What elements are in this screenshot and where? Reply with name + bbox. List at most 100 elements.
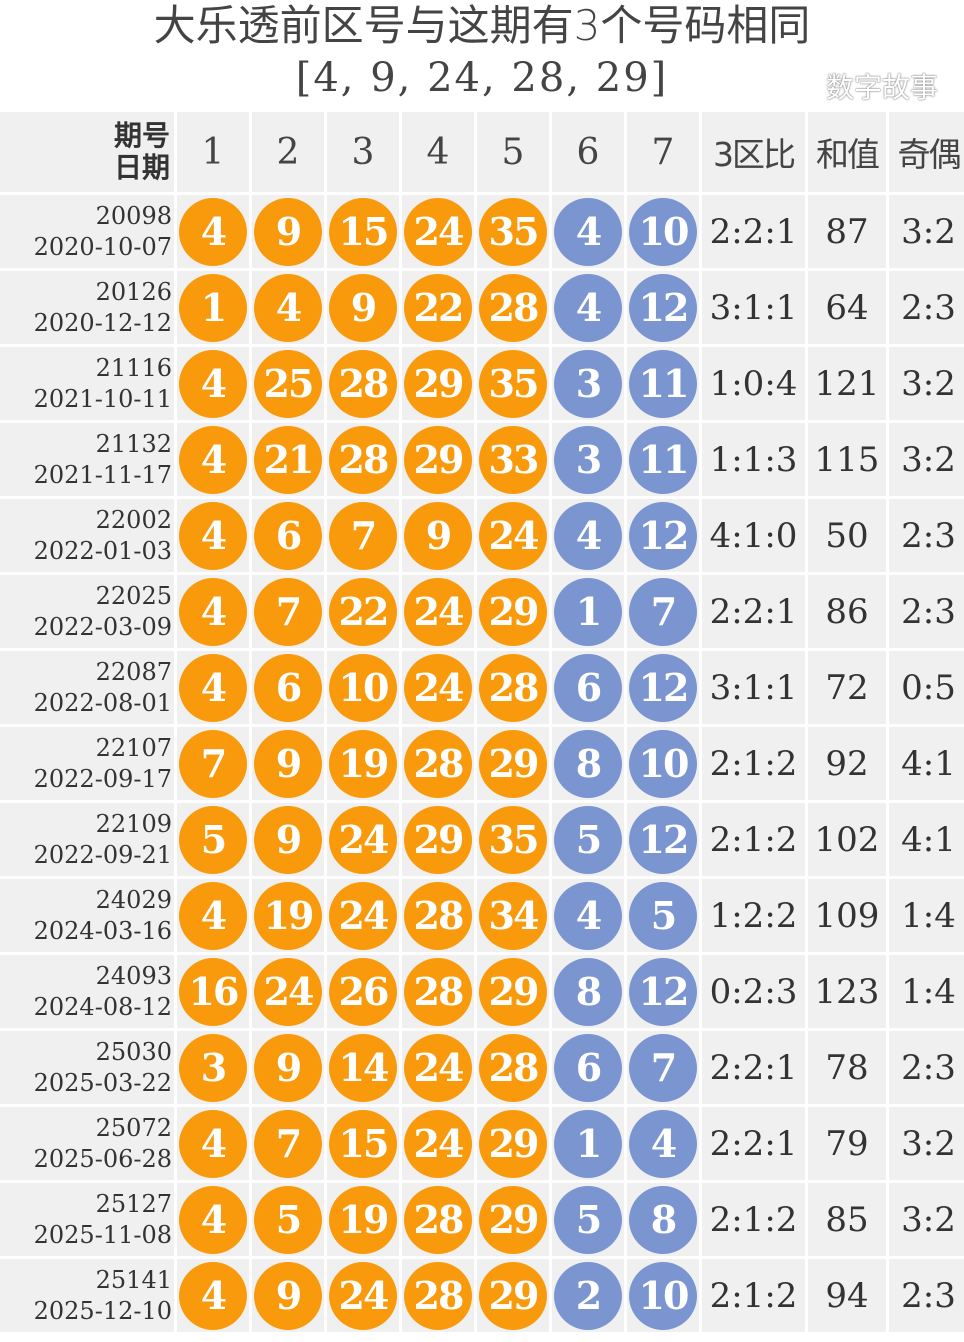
front-ball: 29	[404, 805, 472, 874]
sum-value: 123	[808, 955, 886, 1028]
period-number: 21116	[95, 353, 172, 382]
period-number: 25141	[95, 1265, 172, 1294]
ball-cell: 4	[177, 651, 249, 724]
front-ball: 24	[329, 1261, 397, 1330]
ball-cell: 4	[177, 195, 249, 268]
ball-cell: 6	[252, 499, 324, 572]
row-label: 22025 2022-03-09	[0, 575, 174, 648]
ball-cell: 8	[552, 727, 624, 800]
front-ball: 29	[404, 425, 472, 494]
ball-cell: 4	[177, 347, 249, 420]
odd-even-ratio: 1:4	[889, 879, 964, 952]
front-ball: 15	[329, 197, 397, 266]
ball-cell: 5	[552, 1183, 624, 1256]
ball-cell: 28	[402, 955, 474, 1028]
front-ball: 29	[404, 349, 472, 418]
back-ball: 3	[554, 349, 622, 418]
zone-ratio: 1:0:4	[702, 347, 805, 420]
front-ball: 28	[479, 653, 547, 722]
ball-cell: 29	[477, 575, 549, 648]
front-ball: 7	[254, 577, 322, 646]
back-ball: 5	[554, 1185, 622, 1254]
header-col-4: 4	[402, 112, 474, 192]
ball-cell: 15	[327, 1107, 399, 1180]
ball-cell: 29	[477, 1259, 549, 1332]
back-ball: 11	[629, 349, 697, 418]
row-label: 25141 2025-12-10	[0, 1259, 174, 1332]
front-ball: 9	[329, 273, 397, 342]
back-ball: 6	[554, 653, 622, 722]
back-ball: 7	[629, 577, 697, 646]
ball-cell: 10	[627, 1259, 699, 1332]
row-label: 21132 2021-11-17	[0, 423, 174, 496]
ball-cell: 19	[252, 879, 324, 952]
ball-cell: 28	[477, 1031, 549, 1104]
ball-cell: 29	[477, 1107, 549, 1180]
row-label: 21116 2021-10-11	[0, 347, 174, 420]
ball-cell: 9	[252, 195, 324, 268]
front-ball: 9	[254, 1033, 322, 1102]
zone-ratio: 2:2:1	[702, 575, 805, 648]
row-label: 20126 2020-12-12	[0, 271, 174, 344]
back-ball: 7	[629, 1033, 697, 1102]
ball-cell: 21	[252, 423, 324, 496]
row-label: 22109 2022-09-21	[0, 803, 174, 876]
ball-cell: 10	[327, 651, 399, 724]
ball-cell: 8	[627, 1183, 699, 1256]
ball-cell: 10	[627, 195, 699, 268]
ball-cell: 28	[327, 347, 399, 420]
front-ball: 29	[479, 577, 547, 646]
ball-cell: 5	[177, 803, 249, 876]
period-number: 22109	[95, 809, 172, 838]
header-col-7: 7	[627, 112, 699, 192]
ball-cell: 11	[627, 423, 699, 496]
ball-cell: 12	[627, 499, 699, 572]
front-ball: 4	[179, 425, 247, 494]
ball-cell: 24	[402, 195, 474, 268]
zone-ratio: 1:2:2	[702, 879, 805, 952]
ball-cell: 24	[252, 955, 324, 1028]
ball-cell: 25	[252, 347, 324, 420]
back-ball: 4	[554, 273, 622, 342]
zone-ratio: 2:1:2	[702, 727, 805, 800]
ball-cell: 29	[402, 803, 474, 876]
ball-cell: 2	[552, 1259, 624, 1332]
odd-even-ratio: 4:1	[889, 727, 964, 800]
sum-value: 86	[808, 575, 886, 648]
front-ball: 26	[329, 957, 397, 1026]
ball-cell: 22	[327, 575, 399, 648]
front-ball: 22	[329, 577, 397, 646]
sum-value: 102	[808, 803, 886, 876]
odd-even-ratio: 3:2	[889, 1183, 964, 1256]
draw-date: 2025-03-22	[33, 1068, 172, 1097]
front-ball: 4	[179, 577, 247, 646]
ball-cell: 11	[627, 347, 699, 420]
front-ball: 24	[404, 197, 472, 266]
ball-cell: 34	[477, 879, 549, 952]
front-ball: 4	[179, 349, 247, 418]
ball-cell: 16	[177, 955, 249, 1028]
ball-cell: 5	[627, 879, 699, 952]
ball-cell: 3	[552, 347, 624, 420]
zone-ratio: 1:1:3	[702, 423, 805, 496]
ball-cell: 29	[402, 423, 474, 496]
front-ball: 24	[479, 501, 547, 570]
ball-cell: 28	[402, 727, 474, 800]
front-ball: 29	[479, 957, 547, 1026]
front-ball: 9	[254, 197, 322, 266]
ball-cell: 4	[552, 879, 624, 952]
front-ball: 9	[254, 1261, 322, 1330]
front-ball: 14	[329, 1033, 397, 1102]
draw-date: 2025-11-08	[33, 1220, 172, 1249]
back-ball: 10	[629, 197, 697, 266]
draw-date: 2025-12-10	[33, 1296, 172, 1325]
front-ball: 4	[179, 1109, 247, 1178]
header-col-6: 6	[552, 112, 624, 192]
ball-cell: 24	[327, 803, 399, 876]
odd-even-ratio: 3:2	[889, 347, 964, 420]
row-label: 22107 2022-09-17	[0, 727, 174, 800]
ball-cell: 4	[252, 271, 324, 344]
odd-even-ratio: 2:3	[889, 271, 964, 344]
period-number: 24093	[95, 961, 172, 990]
ball-cell: 3	[177, 1031, 249, 1104]
